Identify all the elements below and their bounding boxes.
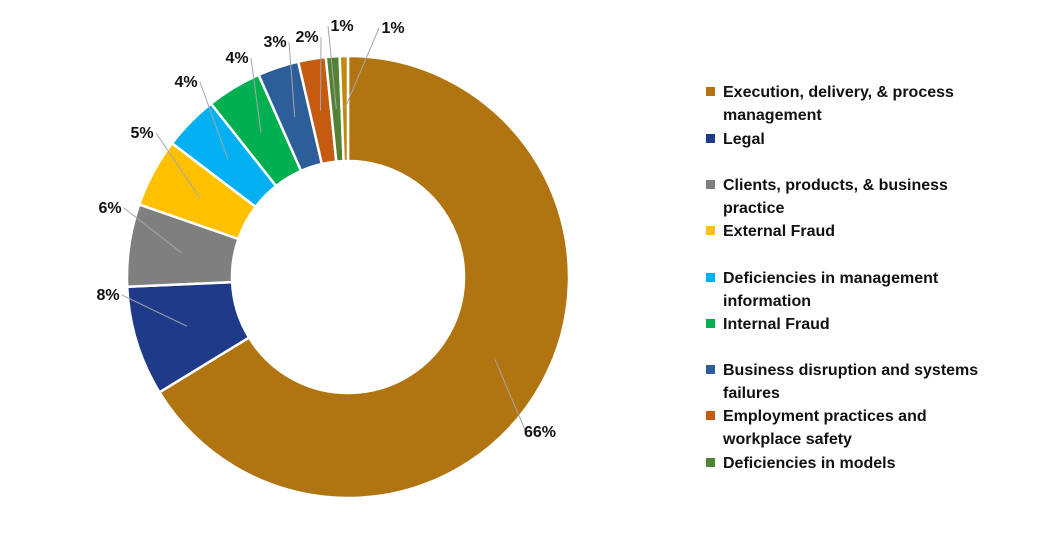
data-label-5: 4% [225,50,248,67]
legend-label: External Fraud [723,223,836,240]
legend-label: Clients, products, & business practice [723,177,948,217]
leader-line-1 [121,294,188,327]
legend-label: Deficiencies in models [723,455,896,472]
legend-item: Deficiencies in models [706,452,996,475]
slice-0 [157,54,571,500]
data-label-6: 3% [263,34,286,51]
data-label-3: 5% [130,125,153,142]
legend-swatch [706,87,715,96]
leader-line-8 [327,25,337,109]
data-label-9: 1% [381,20,404,37]
data-label-7: 2% [295,29,318,46]
leader-line-0 [494,359,527,433]
legend-label: Business disruption and systems failures [723,362,979,402]
data-label-0: 66% [524,424,556,441]
leader-line-4 [199,81,229,160]
legend-item: Employment practices and workplace safet… [706,405,996,451]
legend-swatch [706,319,715,328]
legend-swatch [706,411,715,420]
legend-label: Internal Fraud [723,316,830,333]
leader-line-3 [155,132,200,198]
legend-label: Legal [723,131,765,148]
legend-item: Internal Fraud [706,313,996,336]
leader-line-7 [319,36,322,111]
data-label-4: 4% [174,74,197,91]
leader-line-2 [123,207,182,254]
legend-swatch [706,365,715,374]
leader-line-9 [344,27,380,109]
legend-swatch [706,273,715,282]
legend-item: Deficiencies in management information [706,267,996,313]
legend-swatch [706,226,715,235]
legend-item: Legal [706,128,996,151]
slice-9 [338,54,350,163]
legend-label: Deficiencies in management information [723,270,939,310]
data-label-2: 6% [98,200,121,217]
legend-swatch [706,134,715,143]
legend-swatch [706,458,715,467]
legend-label: Execution, delivery, & process managemen… [723,84,954,124]
leader-line-6 [288,41,296,118]
legend-item: External Fraud [706,220,996,243]
legend-item: Business disruption and systems failures [706,359,996,405]
data-label-8: 1% [330,18,353,35]
legend-swatch [706,180,715,189]
data-label-1: 8% [96,287,119,304]
legend-item: Clients, products, & business practice [706,174,996,220]
legend-item: Execution, delivery, & process managemen… [706,81,996,127]
legend-label: Employment practices and workplace safet… [723,408,927,448]
leader-line-5 [250,57,262,133]
